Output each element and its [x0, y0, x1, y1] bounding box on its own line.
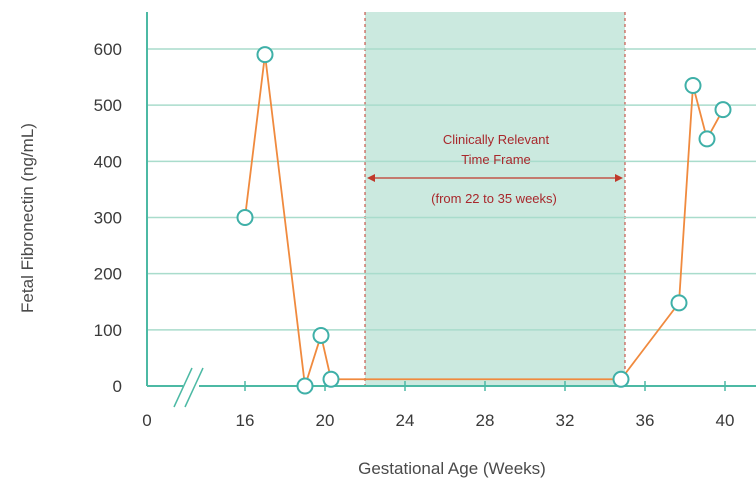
x-tick-label: 28	[476, 411, 495, 430]
x-tick-label: 32	[556, 411, 575, 430]
data-point	[296, 377, 314, 395]
y-tick-label: 500	[94, 96, 122, 115]
x-axis-title: Gestational Age (Weeks)	[358, 459, 546, 478]
data-point	[312, 326, 330, 344]
x-tick-label: 16	[236, 411, 255, 430]
annotation-line-1: Clinically Relevant	[443, 132, 550, 147]
data-point	[698, 130, 716, 148]
data-point	[684, 77, 702, 95]
data-point	[670, 294, 688, 312]
axis-break-slash	[173, 367, 193, 408]
x-tick-label: 20	[316, 411, 335, 430]
series-line	[244, 53, 724, 387]
annotation-arrow-right	[615, 174, 623, 182]
y-tick-label: 300	[94, 209, 122, 228]
axis-break-gap	[183, 383, 199, 389]
x-tick-label: 36	[636, 411, 655, 430]
annotation-line-3: (from 22 to 35 weeks)	[431, 191, 557, 206]
annotation-arrow-left	[367, 174, 375, 182]
data-point	[612, 370, 630, 388]
x-tick-label: 0	[142, 411, 151, 430]
data-point	[714, 101, 732, 119]
annotation-line-2: Time Frame	[461, 152, 531, 167]
y-tick-label: 200	[94, 265, 122, 284]
y-axis-title: Fetal Fibronectin (ng/mL)	[18, 123, 37, 313]
y-tick-label: 600	[94, 40, 122, 59]
axis-break-slash	[184, 367, 204, 408]
x-tick-label: 24	[396, 411, 415, 430]
axis-break	[173, 367, 204, 408]
x-tick-label: 40	[716, 411, 735, 430]
highlight-region	[365, 12, 625, 386]
data-point	[236, 209, 254, 226]
data-point	[322, 370, 340, 388]
y-tick-label: 400	[94, 152, 122, 171]
y-tick-label: 100	[94, 321, 122, 340]
y-tick-label: 0	[113, 377, 122, 396]
data-point	[256, 46, 274, 64]
